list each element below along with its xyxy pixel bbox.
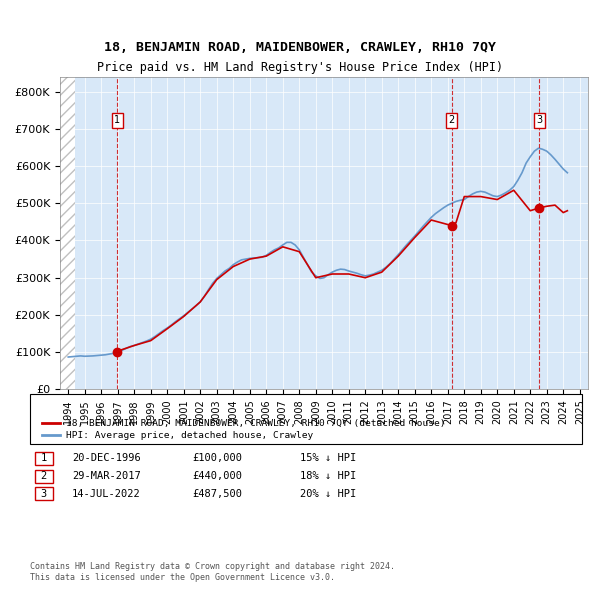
18, BENJAMIN ROAD, MAIDENBOWER, CRAWLEY, RH10 7QY (detached house) <box>197 299 204 306</box>
18, BENJAMIN ROAD, MAIDENBOWER, CRAWLEY, RH10 7QY (detached house) <box>113 349 121 356</box>
HPI: Average price, detached house, Crawley: (2e+03, 1.98e+05): Average price, detached house, Crawley: … <box>180 312 187 319</box>
18, BENJAMIN ROAD, MAIDENBOWER, CRAWLEY, RH10 7QY (detached house) <box>263 253 270 260</box>
18, BENJAMIN ROAD, MAIDENBOWER, CRAWLEY, RH10 7QY (detached house) <box>131 342 138 349</box>
18, BENJAMIN ROAD, MAIDENBOWER, CRAWLEY, RH10 7QY (detached house) <box>329 270 336 277</box>
18, BENJAMIN ROAD, MAIDENBOWER, CRAWLEY, RH10 7QY (detached house) <box>378 268 385 276</box>
Text: This data is licensed under the Open Government Licence v3.0.: This data is licensed under the Open Gov… <box>30 572 335 582</box>
18, BENJAMIN ROAD, MAIDENBOWER, CRAWLEY, RH10 7QY (detached house) <box>452 219 460 226</box>
HPI: Average price, detached house, Crawley: (1.99e+03, 8.7e+04): Average price, detached house, Crawley: … <box>65 353 72 360</box>
HPI: Average price, detached house, Crawley: (2.01e+03, 3.23e+05): Average price, detached house, Crawley: … <box>337 266 344 273</box>
18, BENJAMIN ROAD, MAIDENBOWER, CRAWLEY, RH10 7QY (detached house) <box>230 263 237 270</box>
18, BENJAMIN ROAD, MAIDENBOWER, CRAWLEY, RH10 7QY (detached house) <box>246 255 253 263</box>
Text: 2: 2 <box>41 471 47 481</box>
Text: 18, BENJAMIN ROAD, MAIDENBOWER, CRAWLEY, RH10 7QY: 18, BENJAMIN ROAD, MAIDENBOWER, CRAWLEY,… <box>104 41 496 54</box>
Text: £440,000: £440,000 <box>192 471 242 481</box>
Text: 29-MAR-2017: 29-MAR-2017 <box>72 471 141 481</box>
Text: Price paid vs. HM Land Registry's House Price Index (HPI): Price paid vs. HM Land Registry's House … <box>97 61 503 74</box>
18, BENJAMIN ROAD, MAIDENBOWER, CRAWLEY, RH10 7QY (detached house) <box>164 325 171 332</box>
Text: 3: 3 <box>536 116 542 126</box>
18, BENJAMIN ROAD, MAIDENBOWER, CRAWLEY, RH10 7QY (detached house) <box>279 243 286 250</box>
Text: 1: 1 <box>114 116 121 126</box>
Text: 14-JUL-2022: 14-JUL-2022 <box>72 489 141 499</box>
18, BENJAMIN ROAD, MAIDENBOWER, CRAWLEY, RH10 7QY (detached house) <box>362 274 369 281</box>
Text: £100,000: £100,000 <box>192 454 242 463</box>
18, BENJAMIN ROAD, MAIDENBOWER, CRAWLEY, RH10 7QY (detached house) <box>296 248 303 255</box>
HPI: Average price, detached house, Crawley: (2.01e+03, 3.28e+05): Average price, detached house, Crawley: … <box>382 264 389 271</box>
18, BENJAMIN ROAD, MAIDENBOWER, CRAWLEY, RH10 7QY (detached house) <box>560 209 567 216</box>
18, BENJAMIN ROAD, MAIDENBOWER, CRAWLEY, RH10 7QY (detached house) <box>536 204 543 211</box>
HPI: Average price, detached house, Crawley: (2.02e+03, 5.82e+05): Average price, detached house, Crawley: … <box>564 169 571 176</box>
18, BENJAMIN ROAD, MAIDENBOWER, CRAWLEY, RH10 7QY (detached house) <box>428 217 435 224</box>
18, BENJAMIN ROAD, MAIDENBOWER, CRAWLEY, RH10 7QY (detached house) <box>527 207 534 214</box>
HPI: Average price, detached house, Crawley: (2.02e+03, 6.25e+05): Average price, detached house, Crawley: … <box>527 153 534 160</box>
18, BENJAMIN ROAD, MAIDENBOWER, CRAWLEY, RH10 7QY (detached house) <box>411 234 418 241</box>
18, BENJAMIN ROAD, MAIDENBOWER, CRAWLEY, RH10 7QY (detached house) <box>180 313 187 320</box>
HPI: Average price, detached house, Crawley: (2.02e+03, 6.48e+05): Average price, detached house, Crawley: … <box>535 145 542 152</box>
18, BENJAMIN ROAD, MAIDENBOWER, CRAWLEY, RH10 7QY (detached house) <box>551 202 559 209</box>
18, BENJAMIN ROAD, MAIDENBOWER, CRAWLEY, RH10 7QY (detached house) <box>312 274 319 281</box>
18, BENJAMIN ROAD, MAIDENBOWER, CRAWLEY, RH10 7QY (detached house) <box>114 348 121 355</box>
18, BENJAMIN ROAD, MAIDENBOWER, CRAWLEY, RH10 7QY (detached house) <box>213 276 220 283</box>
Text: £487,500: £487,500 <box>192 489 242 499</box>
Text: 18, BENJAMIN ROAD, MAIDENBOWER, CRAWLEY, RH10 7QY (detached house): 18, BENJAMIN ROAD, MAIDENBOWER, CRAWLEY,… <box>66 418 445 428</box>
18, BENJAMIN ROAD, MAIDENBOWER, CRAWLEY, RH10 7QY (detached house) <box>395 253 402 260</box>
Line: 18, BENJAMIN ROAD, MAIDENBOWER, CRAWLEY, RH10 7QY (detached house): 18, BENJAMIN ROAD, MAIDENBOWER, CRAWLEY,… <box>117 190 568 352</box>
Text: 2: 2 <box>449 116 455 126</box>
18, BENJAMIN ROAD, MAIDENBOWER, CRAWLEY, RH10 7QY (detached house) <box>477 193 484 200</box>
Text: 1: 1 <box>41 454 47 463</box>
Text: 15% ↓ HPI: 15% ↓ HPI <box>300 454 356 463</box>
18, BENJAMIN ROAD, MAIDENBOWER, CRAWLEY, RH10 7QY (detached house) <box>543 203 550 210</box>
18, BENJAMIN ROAD, MAIDENBOWER, CRAWLEY, RH10 7QY (detached house) <box>494 196 501 203</box>
Text: Contains HM Land Registry data © Crown copyright and database right 2024.: Contains HM Land Registry data © Crown c… <box>30 562 395 571</box>
Text: 20-DEC-1996: 20-DEC-1996 <box>72 454 141 463</box>
Text: 18% ↓ HPI: 18% ↓ HPI <box>300 471 356 481</box>
Text: 3: 3 <box>41 489 47 499</box>
HPI: Average price, detached house, Crawley: (2.02e+03, 6.18e+05): Average price, detached house, Crawley: … <box>551 156 559 163</box>
HPI: Average price, detached house, Crawley: (2e+03, 3.25e+05): Average price, detached house, Crawley: … <box>226 265 233 272</box>
18, BENJAMIN ROAD, MAIDENBOWER, CRAWLEY, RH10 7QY (detached house) <box>345 270 352 277</box>
Text: HPI: Average price, detached house, Crawley: HPI: Average price, detached house, Craw… <box>66 431 313 440</box>
Text: 20% ↓ HPI: 20% ↓ HPI <box>300 489 356 499</box>
18, BENJAMIN ROAD, MAIDENBOWER, CRAWLEY, RH10 7QY (detached house) <box>564 207 571 214</box>
18, BENJAMIN ROAD, MAIDENBOWER, CRAWLEY, RH10 7QY (detached house) <box>461 193 468 200</box>
18, BENJAMIN ROAD, MAIDENBOWER, CRAWLEY, RH10 7QY (detached house) <box>147 337 154 344</box>
18, BENJAMIN ROAD, MAIDENBOWER, CRAWLEY, RH10 7QY (detached house) <box>448 222 455 229</box>
18, BENJAMIN ROAD, MAIDENBOWER, CRAWLEY, RH10 7QY (detached house) <box>510 186 517 194</box>
Line: HPI: Average price, detached house, Crawley: HPI: Average price, detached house, Craw… <box>68 148 568 357</box>
